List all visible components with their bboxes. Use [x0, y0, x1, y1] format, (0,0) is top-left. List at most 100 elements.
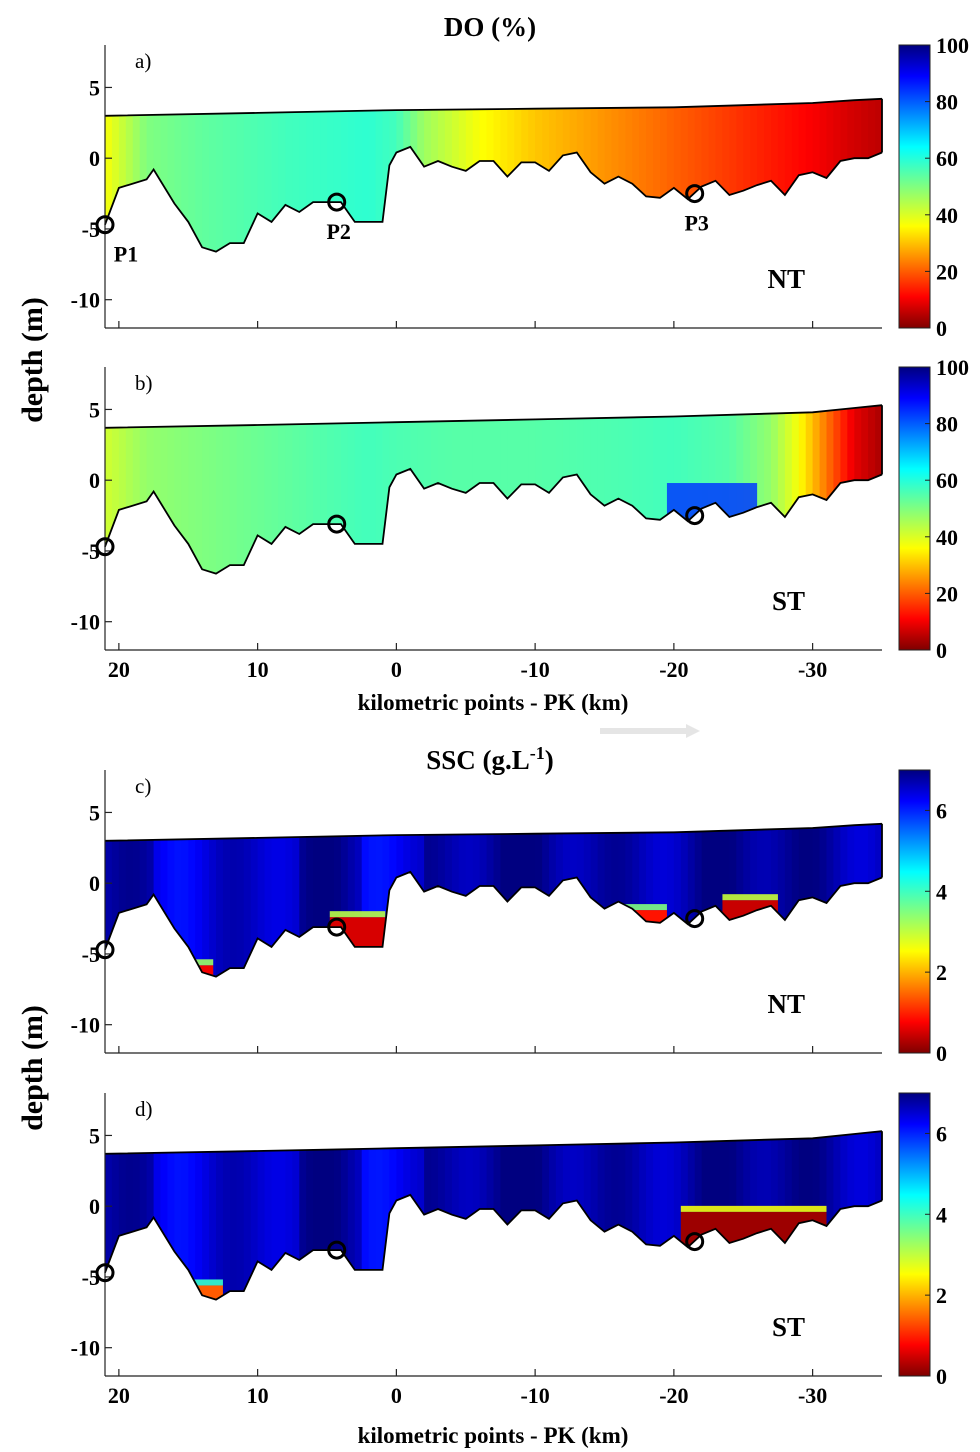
- field-column: [590, 823, 599, 977]
- field-column: [236, 1131, 245, 1300]
- field-column: [160, 405, 168, 574]
- x-tick-label: -20: [659, 1383, 688, 1408]
- field-column: [250, 98, 259, 252]
- field-column: [202, 405, 210, 574]
- field-column: [479, 823, 488, 977]
- field-column: [354, 98, 363, 252]
- field-column: [507, 405, 515, 574]
- field-column: [417, 98, 425, 252]
- field-column: [472, 405, 481, 574]
- field-column: [632, 823, 640, 977]
- panel-d: 5 0 -5 -10 20 10 0 -10 -20 -30 d) ST 0 2 4 6: [71, 1092, 947, 1408]
- field-column: [625, 1131, 633, 1300]
- field-column: [340, 405, 349, 574]
- field-column: [646, 823, 654, 977]
- field-column: [528, 823, 536, 977]
- field-column: [569, 1131, 578, 1300]
- x-axis-label-do: kilometric points - PK (km): [358, 690, 629, 715]
- field-column: [715, 98, 723, 252]
- field-column: [549, 1131, 557, 1300]
- field-column: [174, 1131, 182, 1300]
- field-column: [195, 405, 203, 574]
- field-column: [542, 823, 550, 977]
- field-column: [826, 405, 834, 574]
- field-column: [431, 1131, 439, 1300]
- field-column: [333, 823, 342, 977]
- field-column: [333, 1131, 342, 1300]
- field-column: [195, 98, 203, 252]
- field-column: [153, 1131, 162, 1300]
- field-column: [105, 823, 113, 977]
- field-column: [666, 98, 675, 252]
- field-column: [125, 405, 134, 574]
- field-column: [382, 1131, 390, 1300]
- field-column: [555, 823, 564, 977]
- station-marker: [327, 917, 347, 937]
- ssc-hotspot-edge: [722, 894, 778, 901]
- field-column: [611, 98, 619, 252]
- field-column: [202, 1131, 210, 1300]
- field-column: [403, 405, 411, 574]
- field-column: [562, 405, 571, 574]
- y-tick-label: -10: [71, 288, 100, 313]
- field-column: [826, 823, 834, 977]
- field-column: [382, 98, 390, 252]
- field-column: [458, 98, 467, 252]
- field-column: [146, 823, 155, 977]
- station-marker: [327, 192, 347, 212]
- field-column: [174, 98, 182, 252]
- field-column: [597, 823, 606, 977]
- field-column: [791, 823, 800, 977]
- field-column: [576, 1131, 585, 1300]
- field-column: [840, 823, 848, 977]
- field-column: [229, 823, 238, 977]
- field-column: [514, 98, 522, 252]
- field-column: [826, 98, 834, 252]
- x-tick-label: 10: [247, 1383, 269, 1408]
- field-column: [118, 823, 127, 977]
- field-column: [285, 1131, 293, 1300]
- station-label: P1: [114, 242, 138, 267]
- field-column: [777, 405, 786, 574]
- field-column: [299, 405, 307, 574]
- field-column: [132, 823, 141, 977]
- y-tick-label: 0: [89, 871, 100, 896]
- field-column: [819, 1131, 828, 1300]
- field-column: [431, 823, 439, 977]
- field-column: [666, 1131, 675, 1300]
- field-column: [465, 823, 474, 977]
- field-column: [389, 823, 397, 977]
- field-column: [583, 823, 592, 977]
- field-column: [805, 1131, 814, 1300]
- field-column: [576, 405, 585, 574]
- field-column: [105, 405, 113, 574]
- field-column: [167, 98, 175, 252]
- field-column: [722, 98, 730, 252]
- field-column: [438, 1131, 446, 1300]
- field-column: [222, 823, 231, 977]
- field-column: [264, 98, 273, 252]
- field-column: [687, 98, 696, 252]
- field-column: [791, 405, 800, 574]
- field-column: [306, 98, 314, 252]
- field-column: [216, 1131, 224, 1300]
- field-column: [216, 98, 224, 252]
- field-column: [347, 823, 356, 977]
- field-column: [146, 405, 155, 574]
- field-column: [604, 823, 612, 977]
- field-column: [188, 823, 196, 977]
- field-column: [438, 823, 446, 977]
- field-column: [139, 823, 148, 977]
- field-column: [389, 1131, 397, 1300]
- field-column: [139, 98, 148, 252]
- field-column: [597, 1131, 606, 1300]
- field-column: [118, 405, 127, 574]
- field-column: [153, 405, 162, 574]
- field-column: [340, 1131, 349, 1300]
- field-column: [576, 98, 585, 252]
- colorbar-tick-label: 100: [936, 355, 969, 380]
- field-column: [625, 823, 633, 977]
- field-column: [444, 98, 453, 252]
- panel-letter: b): [135, 371, 153, 395]
